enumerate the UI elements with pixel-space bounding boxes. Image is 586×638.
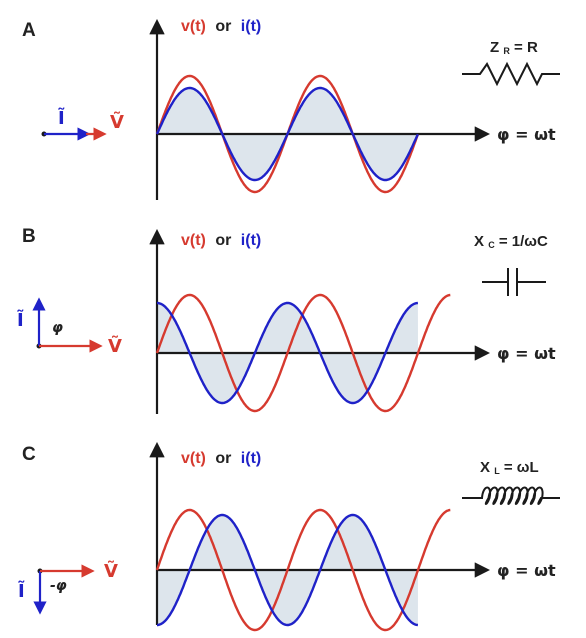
phasor-diagram: Ĩ Ṽ — [41, 106, 124, 141]
current-wave — [157, 513, 419, 627]
impedance-value: = R — [514, 39, 538, 56]
phase-axis-label: φ = ωt — [497, 561, 556, 580]
reactance-symbol: X — [474, 233, 484, 250]
voltage-label: v(t) — [181, 450, 206, 467]
reactance-subscript: C — [488, 240, 495, 250]
phasor-diagram: Ĩ Ṽ φ — [17, 297, 122, 357]
reactance-label: X L = ωL — [480, 459, 539, 478]
reactance-value: = ωL — [504, 459, 539, 476]
waveform-title: v(t) or i(t) — [181, 450, 261, 467]
reactance-value: = 1/ωC — [499, 233, 548, 250]
phase-angle-label: -φ — [50, 578, 67, 594]
inductor-icon — [462, 486, 560, 505]
panel-a: A v(t) or i(t) φ = ωt Z R = R Ĩ Ṽ — [22, 18, 560, 200]
current-label: i(t) — [241, 232, 261, 249]
panel-letter: B — [22, 226, 36, 247]
voltage-wave — [155, 293, 451, 413]
or-label: or — [215, 18, 231, 35]
phasor-diagram: Ĩ Ṽ -φ — [18, 559, 118, 615]
impedance-subscript: R — [503, 46, 510, 56]
voltage-phasor-label: Ṽ — [110, 110, 124, 133]
current-label: i(t) — [241, 450, 261, 467]
resistor-icon — [462, 61, 560, 87]
panel-letter: C — [22, 444, 36, 465]
impedance-symbol: Z — [490, 39, 499, 56]
reactance-symbol: X — [480, 459, 490, 476]
panel-c: C v(t) or i(t) φ = ωt X L = ωL Ĩ Ṽ -φ — [18, 441, 560, 632]
phase-axis-label: φ = ωt — [497, 125, 556, 144]
voltage-wave — [155, 508, 451, 632]
current-phasor-label: Ĩ — [18, 579, 25, 602]
capacitor-icon — [482, 268, 546, 296]
phase-angle-label: φ — [52, 320, 63, 336]
or-label: or — [215, 232, 231, 249]
or-label: or — [215, 450, 231, 467]
current-phasor-label: Ĩ — [58, 106, 65, 129]
current-label: i(t) — [241, 18, 261, 35]
current-phasor-label: Ĩ — [17, 308, 24, 331]
waveform-title: v(t) or i(t) — [181, 18, 261, 35]
voltage-phasor-label: Ṽ — [104, 559, 118, 582]
phase-axis-label: φ = ωt — [497, 344, 556, 363]
current-wave — [157, 301, 419, 405]
reactance-label: X C = 1/ωC — [474, 233, 548, 252]
voltage-phasor-label: Ṽ — [108, 334, 122, 357]
voltage-label: v(t) — [181, 18, 206, 35]
waveform-title: v(t) or i(t) — [181, 232, 261, 249]
reactance-subscript: L — [494, 466, 500, 476]
panel-letter: A — [22, 20, 36, 41]
impedance-label: Z R = R — [490, 39, 538, 58]
current-wave — [155, 86, 419, 182]
panel-b: B v(t) or i(t) φ = ωt X C = 1/ωC Ĩ — [17, 226, 556, 414]
voltage-label: v(t) — [181, 232, 206, 249]
